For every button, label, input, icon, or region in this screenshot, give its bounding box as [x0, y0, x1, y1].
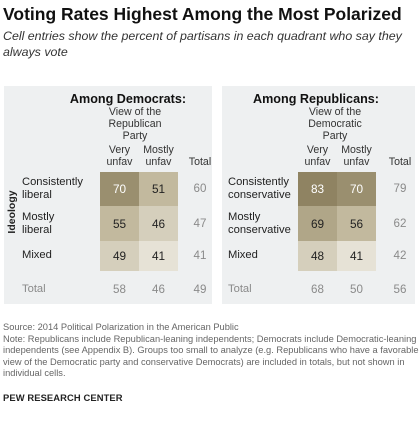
- dem-cell-2-1: 55: [100, 206, 139, 241]
- dem-col-header-total: Total: [188, 156, 212, 168]
- dem-row-total-1: 60: [193, 182, 207, 195]
- dem-cell-3-1: 49: [100, 241, 139, 271]
- dem-col-header-1-line-2: unfav: [106, 156, 133, 168]
- note-text: Note: Republicans include Republican-lea…: [3, 333, 419, 379]
- dem-table-title: Among Democrats:: [69, 92, 187, 106]
- dem-row-label-2-line-1: Mostly: [22, 210, 55, 223]
- dem-row-label-2: Mostly liberal: [22, 211, 54, 237]
- rep-row-total-2: 62: [393, 216, 407, 230]
- rep-cell-2-1: 69: [298, 206, 337, 241]
- rep-col-header-2-line-1: Mostly: [341, 144, 372, 156]
- source-note: Source: 2014 Political Polarization in t…: [3, 322, 419, 380]
- rep-cell-1-2: 70: [337, 172, 376, 206]
- rep-cell-3-2: 41: [337, 241, 376, 271]
- dem-col-header-2-line-2: unfav: [145, 156, 172, 168]
- dem-ideology-label: Ideology: [6, 190, 18, 234]
- rep-col-header-1: Very unfav: [298, 144, 337, 168]
- dem-row-total-3: 41: [193, 249, 207, 262]
- rep-col-header-total: Total: [388, 156, 412, 168]
- dem-row-label-3-line-1: Mixed: [22, 249, 52, 261]
- rep-row-label-2-line-2: conservative: [228, 223, 291, 236]
- pew-brand: PEW RESEARCH CENTER: [3, 392, 123, 403]
- rep-col-header-1-line-1: Very: [306, 144, 329, 156]
- rep-row-label-1-line-2: conservative: [228, 189, 291, 201]
- rep-view-header: View of the Democratic Party: [308, 106, 362, 142]
- dem-grand-total: 49: [193, 283, 207, 296]
- dem-cell-2-2: 46: [139, 206, 178, 241]
- dem-col-header-1-line-1: Very: [108, 144, 131, 156]
- rep-col-total-2: 50: [350, 283, 363, 296]
- rep-row-label-2-line-1: Mostly: [228, 210, 261, 223]
- dem-cell-3-2: 41: [139, 241, 178, 271]
- rep-row-label-total: Total: [228, 283, 252, 295]
- dem-row-label-3: Mixed: [22, 249, 52, 262]
- rep-col-header-1-line-2: unfav: [304, 156, 331, 168]
- rep-col-header-2: Mostly unfav: [337, 144, 376, 168]
- rep-row-label-1: Consistently conservative: [228, 176, 291, 202]
- dem-col-header-1: Very unfav: [100, 144, 139, 168]
- dem-row-total-2: 47: [193, 216, 207, 230]
- rep-cell-2-2: 56: [337, 206, 376, 241]
- dem-row-label-1: Consistently liberal: [22, 176, 83, 202]
- rep-grand-total: 56: [393, 283, 407, 296]
- dem-row-label-total: Total: [22, 283, 46, 295]
- rep-cell-3-1: 48: [298, 241, 337, 271]
- chart-subtitle: Cell entries show the percent of partisa…: [3, 29, 402, 59]
- rep-row-total-3: 42: [393, 249, 407, 262]
- rep-table-title: Among Republicans:: [253, 92, 379, 106]
- rep-row-total-1: 79: [393, 182, 407, 195]
- dem-cell-1-2: 51: [139, 172, 178, 206]
- dem-col-total-2: 46: [152, 283, 165, 296]
- rep-cell-1-1: 83: [298, 172, 337, 206]
- dem-cell-1-1: 70: [100, 172, 139, 206]
- rep-col-header-2-line-2: unfav: [343, 156, 370, 168]
- dem-col-total-1: 58: [113, 283, 126, 296]
- dem-row-label-2-line-2: liberal: [22, 223, 52, 236]
- rep-row-label-3-line-1: Mixed: [228, 249, 258, 261]
- rep-row-label-1-line-1: Consistently: [228, 176, 289, 188]
- rep-row-label-3: Mixed: [228, 249, 258, 262]
- dem-view-header: View of the Republican Party: [108, 106, 162, 142]
- rep-col-total-1: 68: [311, 283, 324, 296]
- source-text: Source: 2014 Political Polarization in t…: [3, 322, 239, 332]
- dem-col-header-2-line-1: Mostly: [143, 144, 174, 156]
- dem-row-label-1-line-1: Consistently: [22, 176, 83, 188]
- dem-row-label-1-line-2: liberal: [22, 189, 52, 201]
- rep-row-label-2: Mostly conservative: [228, 211, 291, 237]
- dem-col-header-2: Mostly unfav: [139, 144, 178, 168]
- chart-title: Voting Rates Highest Among the Most Pola…: [3, 4, 402, 24]
